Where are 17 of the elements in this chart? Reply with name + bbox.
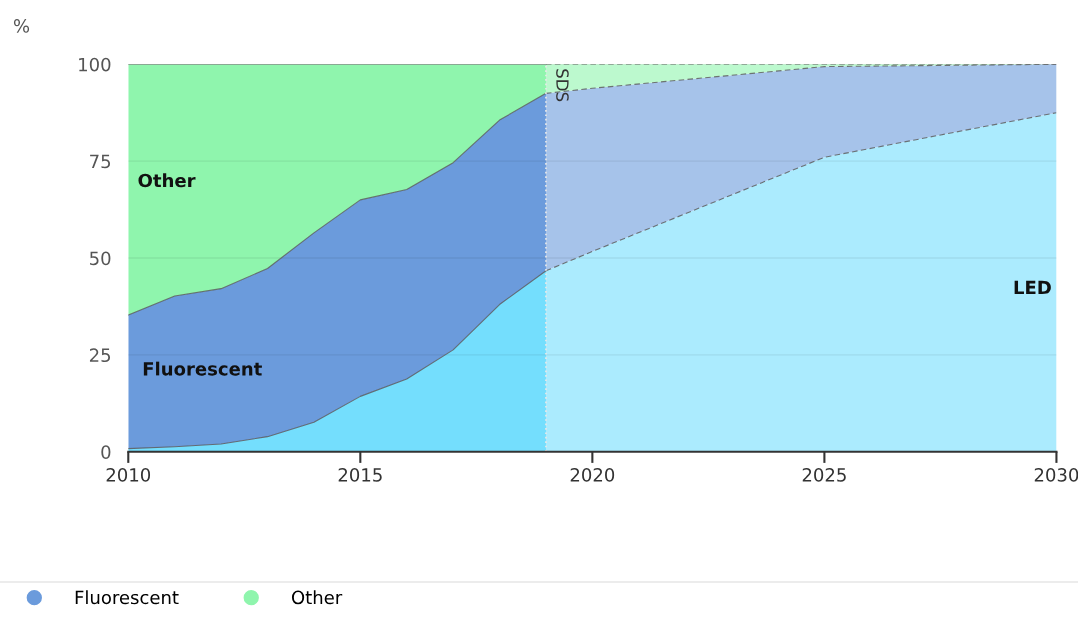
x-tick-label: 2025 bbox=[802, 468, 846, 482]
x-tick-label: 2030 bbox=[1034, 468, 1078, 482]
annotation: LED bbox=[1014, 280, 1051, 295]
x-tick-label: 2020 bbox=[570, 468, 615, 482]
x-tick-label: 2010 bbox=[106, 468, 151, 482]
y-tick-label: 75 bbox=[90, 154, 111, 169]
y-tick-label: 50 bbox=[90, 251, 111, 266]
annotation: Fluorescent bbox=[143, 361, 262, 376]
legend-label: Fluorescent bbox=[75, 590, 179, 605]
x-tick-label: 2015 bbox=[338, 468, 382, 482]
legend-label: Other bbox=[291, 590, 343, 605]
y-tick-label: 100 bbox=[79, 57, 111, 72]
ref-line-label: SDS bbox=[556, 69, 569, 102]
y-tick-label: 0 bbox=[101, 445, 111, 459]
annotation: Other bbox=[138, 173, 196, 188]
y-tick-label: 25 bbox=[89, 348, 111, 363]
y-axis-title: % bbox=[13, 19, 30, 33]
